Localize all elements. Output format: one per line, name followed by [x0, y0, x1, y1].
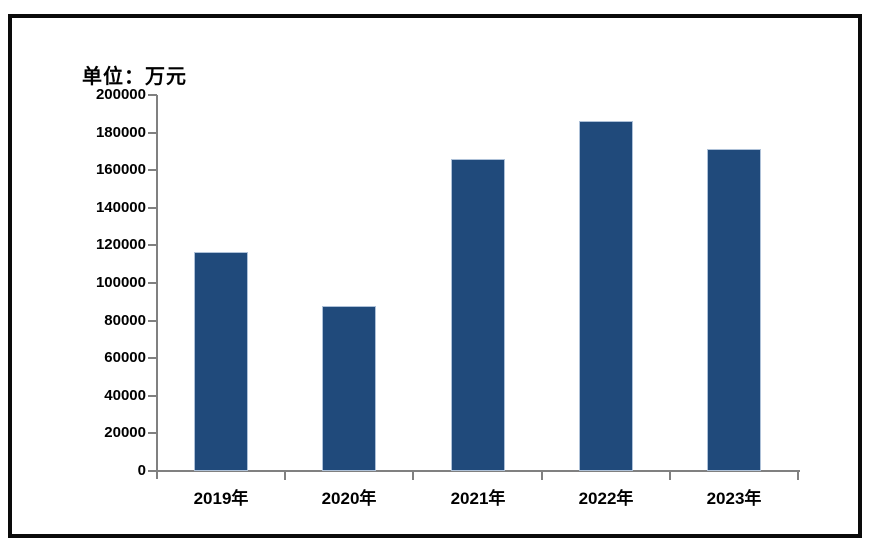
y-axis-tick: [148, 244, 157, 247]
y-axis-tick-label: 40000: [104, 386, 146, 404]
x-category-label: 2023年: [706, 489, 762, 508]
y-axis-tick: [148, 169, 157, 172]
y-axis-tick-label: 100000: [95, 274, 146, 291]
y-axis-tick-label: 120000: [95, 236, 146, 254]
y-axis-tick-label: 180000: [95, 123, 146, 141]
bar-2021年: [451, 159, 505, 471]
y-axis-tick-label: 160000: [95, 161, 146, 179]
x-category-label: 2020年: [321, 489, 377, 508]
x-category-label: 2022年: [578, 489, 634, 508]
y-axis-tick-label: 20000: [104, 424, 146, 442]
x-axis-tick: [540, 472, 543, 480]
y-axis-tick: [148, 282, 157, 284]
x-axis-tick: [412, 472, 415, 480]
y-axis-tick: [148, 94, 157, 96]
unit-label: 单位：万元: [82, 66, 187, 88]
x-axis-line: [156, 470, 800, 472]
x-axis-tick: [284, 472, 287, 480]
bar-2019年: [194, 252, 248, 471]
bar-2022年: [579, 121, 633, 471]
y-axis-tick-label: 60000: [104, 349, 146, 367]
y-axis-line: [156, 95, 158, 479]
y-axis-tick: [148, 394, 157, 397]
y-axis-tick-label: 200000: [95, 86, 146, 103]
y-axis-tick: [148, 206, 157, 209]
x-category-label: 2021年: [450, 489, 506, 508]
x-category-label: 2019年: [193, 489, 249, 508]
y-axis-tick: [148, 319, 157, 322]
x-axis-tick: [797, 472, 799, 480]
bar-2023年: [707, 149, 761, 471]
x-axis-tick: [668, 472, 671, 480]
y-axis-tick: [148, 131, 157, 134]
bar-2020年: [322, 306, 376, 471]
y-axis-tick: [148, 432, 157, 435]
y-axis-tick-label: 140000: [95, 198, 146, 216]
y-axis-tick: [148, 470, 157, 472]
y-axis-tick: [148, 357, 157, 360]
chart-frame: 单位：万元 0 20000 40000 60000 80000 100000 120000 1…: [8, 14, 862, 538]
y-axis-tick-label: 0: [137, 462, 146, 479]
y-axis-tick-label: 80000: [104, 311, 146, 329]
